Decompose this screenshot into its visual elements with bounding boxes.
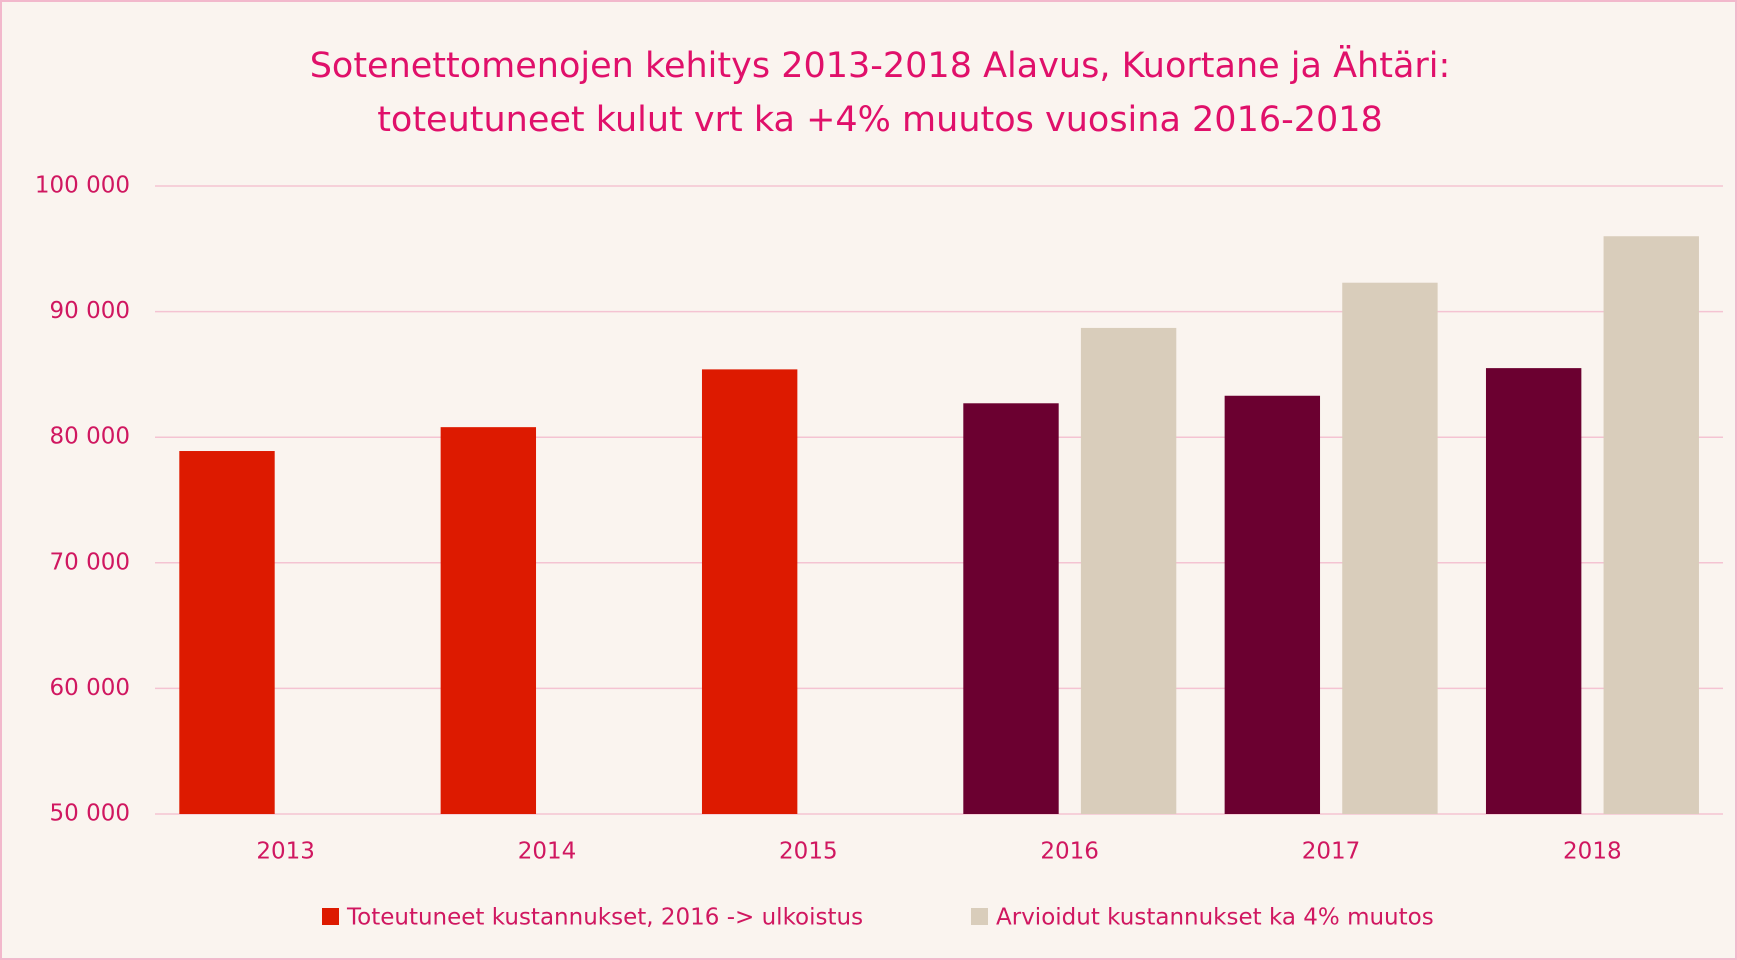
- y-tick-label: 100 000: [35, 173, 130, 199]
- chart-title: Sotenettomenojen kehitys 2013-2018 Alavu…: [310, 44, 1451, 86]
- bar: [963, 403, 1059, 814]
- bar: [440, 427, 537, 814]
- bar: [1485, 368, 1582, 814]
- x-tick-label: 2015: [779, 839, 838, 865]
- x-tick-label: 2017: [1302, 839, 1361, 865]
- bar: [1603, 236, 1699, 815]
- y-tick-label: 60 000: [50, 675, 130, 701]
- y-tick-label: 50 000: [50, 801, 130, 827]
- x-tick-label: 2013: [256, 839, 315, 865]
- chart-title: toteutuneet kulut vrt ka +4% muutos vuos…: [377, 100, 1383, 140]
- bar: [179, 451, 275, 814]
- y-tick-label: 90 000: [50, 298, 130, 324]
- legend-label: Toteutuneet kustannukset, 2016 -> ulkois…: [346, 905, 863, 931]
- legend-label: Arvioidut kustannukset ka 4% muutos: [996, 905, 1434, 931]
- y-tick-label: 70 000: [50, 549, 130, 575]
- bar: [701, 369, 798, 814]
- legend-swatch: [322, 908, 339, 925]
- x-tick-label: 2014: [518, 839, 577, 865]
- y-tick-label: 80 000: [50, 424, 130, 450]
- bar: [1224, 395, 1321, 814]
- x-tick-label: 2016: [1040, 839, 1099, 865]
- x-tick-label: 2018: [1563, 839, 1622, 865]
- legend-swatch: [971, 908, 988, 925]
- bar: [1080, 327, 1177, 814]
- bar: [1342, 282, 1438, 814]
